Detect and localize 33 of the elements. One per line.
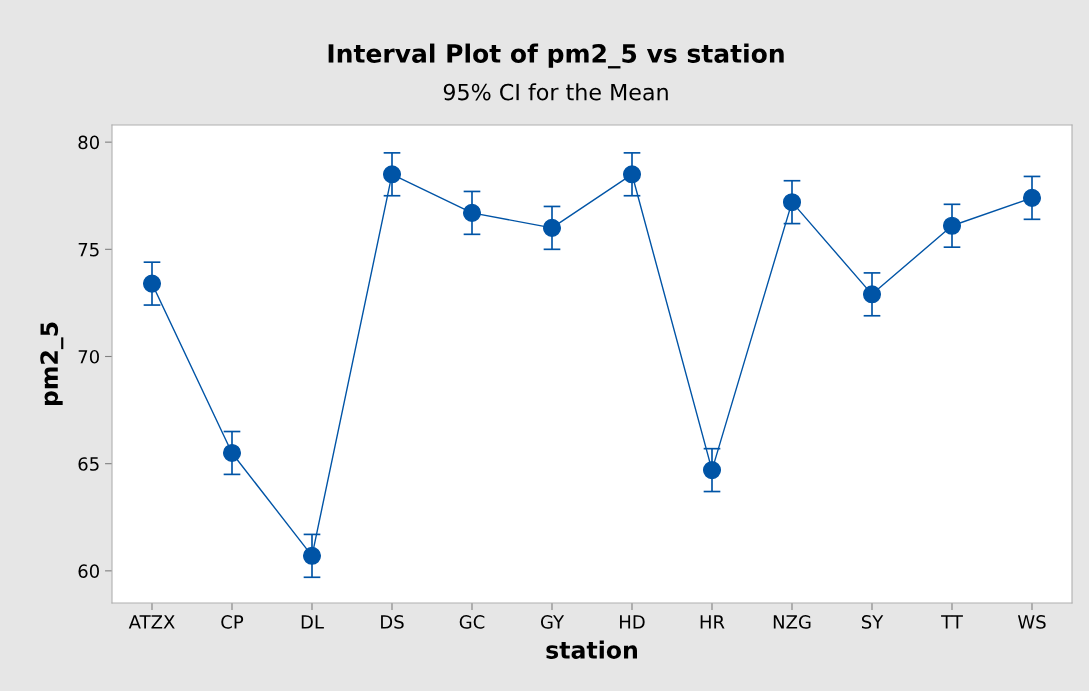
point [382, 165, 402, 184]
point [222, 443, 242, 462]
point [1022, 188, 1042, 207]
x-tick-label: DS [381, 615, 404, 629]
chart-title: Interval Plot of pm2_5 vs station [328, 43, 784, 69]
x-tick-label: GC [459, 615, 485, 629]
x-tick-label: ATZX [128, 615, 175, 629]
y-tick-label: 70 [78, 349, 99, 364]
x-axis-title: station [546, 640, 637, 659]
y-axis-title: pm2_5 [40, 322, 64, 406]
x-tick-label: SY [861, 615, 884, 629]
x-tick-label: DL [301, 615, 324, 629]
point [702, 461, 722, 480]
point [782, 193, 802, 212]
x-tick-label: TT [941, 615, 963, 629]
x-tick-label: GY [540, 615, 565, 629]
x-tick-label: CP [221, 615, 244, 629]
point [942, 216, 962, 235]
x-tick-label: WS [1017, 615, 1046, 629]
x-tick-label: HD [620, 615, 645, 629]
point [462, 203, 482, 222]
point [142, 274, 162, 293]
point [542, 218, 562, 237]
y-tick-label: 65 [78, 457, 99, 471]
x-tick-label: HR [700, 615, 725, 629]
x-tick-label: NZG [773, 615, 811, 629]
point [862, 285, 882, 304]
point [302, 546, 322, 565]
y-tick-label: 75 [78, 243, 99, 257]
y-tick-label: 60 [78, 564, 99, 578]
point [622, 165, 642, 184]
y-tick-label: 80 [78, 135, 99, 150]
chart-subtitle: 95% CI for the Mean [443, 83, 668, 101]
